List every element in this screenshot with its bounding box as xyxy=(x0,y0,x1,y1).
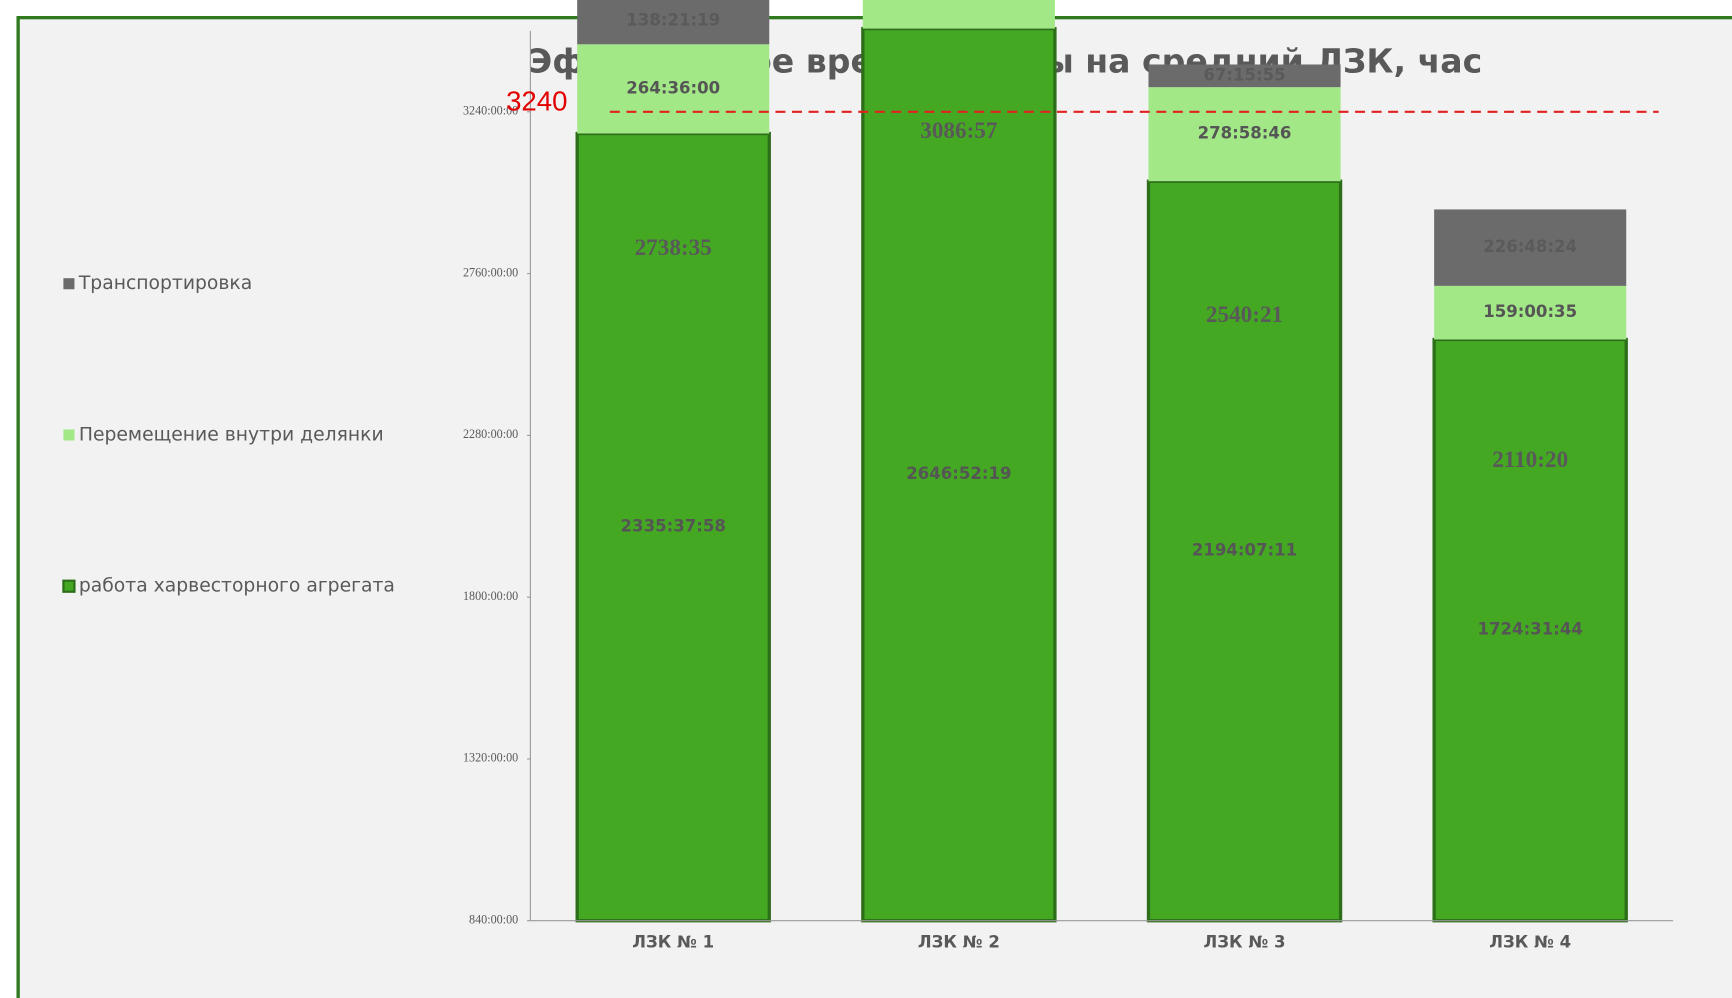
data-label: 159:00:35 xyxy=(1483,302,1577,321)
data-label: 278:58:46 xyxy=(1198,124,1292,143)
legend-swatch xyxy=(63,278,75,290)
bar-segment xyxy=(1148,87,1341,182)
y-tick-label: 1800:00:00 xyxy=(463,589,518,603)
y-tick-label: 840:00:00 xyxy=(469,913,518,927)
x-tick-label: ЛЗК № 2 xyxy=(918,932,1000,951)
bar-segment xyxy=(575,131,771,923)
bar-segment xyxy=(1148,64,1341,88)
data-label: 2646:52:19 xyxy=(906,464,1011,483)
x-tick-label: ЛЗК № 3 xyxy=(1204,932,1286,951)
total-label: 2540:21 xyxy=(1206,302,1283,328)
bar-segment xyxy=(1432,337,1628,923)
bar-segment xyxy=(861,26,1057,923)
data-label: 67:15:55 xyxy=(1203,65,1285,84)
bar-segment xyxy=(862,0,1055,29)
data-label: 2335:37:58 xyxy=(621,517,726,536)
total-label: 2110:20 xyxy=(1492,447,1568,473)
legend-label: Транспортировка xyxy=(78,273,252,294)
legend-label: работа харвесторного агрегата xyxy=(79,576,395,597)
total-label: 2738:35 xyxy=(635,235,712,261)
y-tick-label: 2760:00:00 xyxy=(463,265,518,279)
legend-swatch xyxy=(63,429,75,441)
data-label: 2194:07:11 xyxy=(1192,540,1297,559)
bar-segment xyxy=(1146,179,1343,923)
x-tick-label: ЛЗК № 4 xyxy=(1489,932,1571,951)
y-tick-label: 2280:00:00 xyxy=(463,427,518,441)
data-label: 264:36:00 xyxy=(626,78,720,97)
bar-segment xyxy=(577,0,770,45)
bar-segment xyxy=(1434,285,1627,340)
data-label: 226:48:24 xyxy=(1483,237,1577,256)
legend-label: Перемещение внутри делянки xyxy=(79,424,384,445)
y-tick-label: 1320:00:00 xyxy=(463,751,518,765)
y-tick-label: 3240:00:00 xyxy=(463,104,518,118)
x-tick-label: ЛЗК № 1 xyxy=(632,932,714,951)
total-label: 3086:57 xyxy=(920,118,998,144)
bar-segment xyxy=(577,44,770,134)
data-label: 138:21:19 xyxy=(626,10,720,29)
legend-swatch xyxy=(62,579,76,593)
target-label: 3240 xyxy=(506,85,567,116)
bar-segment xyxy=(1434,209,1627,286)
data-label: 1724:31:44 xyxy=(1478,620,1583,639)
